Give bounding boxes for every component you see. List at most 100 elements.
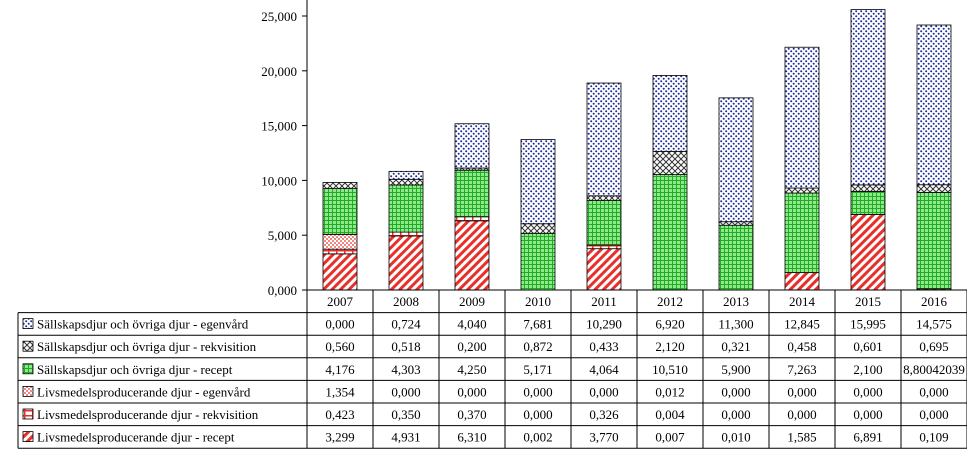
table-cell: 1,354	[325, 384, 355, 399]
bar-segment	[520, 223, 556, 234]
bar-segment	[850, 184, 886, 192]
bar-segment	[322, 188, 358, 235]
bar-segment	[322, 248, 358, 255]
bar-segment	[784, 192, 820, 274]
legend-swatch	[22, 431, 34, 443]
table-cell: 0,004	[655, 407, 685, 422]
table-cell: 0,007	[655, 430, 685, 445]
x-tick-label: 2010	[525, 294, 551, 309]
table-cell: 6,891	[853, 430, 882, 445]
bar-segment	[718, 224, 754, 291]
bar-segment	[322, 253, 358, 291]
bar-segment	[520, 232, 556, 291]
table-cell: 0,695	[919, 339, 948, 354]
table-cell: 6,920	[655, 317, 684, 332]
y-tick-label: 25,000	[261, 9, 297, 24]
table-cell: 8,80042039	[903, 362, 965, 377]
table-cell: 0,000	[589, 384, 618, 399]
x-tick-label: 2013	[723, 294, 749, 309]
x-tick-label: 2012	[657, 294, 683, 309]
table-cell: 15,995	[850, 317, 886, 332]
bar-segment	[388, 170, 424, 180]
table-cell: 0,321	[721, 339, 750, 354]
table-cell: 0,724	[391, 317, 421, 332]
table-cell: 10,290	[586, 317, 622, 332]
table-cell: 7,263	[787, 362, 816, 377]
table-cell: 0,000	[721, 384, 750, 399]
y-tick-label: 5,000	[268, 228, 297, 243]
table-cell: 0,000	[787, 384, 816, 399]
table-cell: 0,518	[391, 339, 420, 354]
bar-segment	[652, 75, 688, 152]
bar-segment	[388, 231, 424, 237]
legend-swatch	[22, 385, 34, 397]
bar-segment	[916, 191, 952, 290]
table-cell: 0,000	[457, 384, 486, 399]
table-cell: 2,120	[655, 339, 684, 354]
table-cell: 1,585	[787, 430, 816, 445]
bar-segment	[586, 248, 622, 291]
table-cell: 14,575	[916, 317, 952, 332]
data-table: 2007 2008 2009 2010 2011 2012 2013 2014 2015 2016…	[17, 289, 967, 449]
bar-segment	[652, 150, 688, 175]
table-cell: 2,100	[853, 362, 882, 377]
table-cell: 4,040	[457, 317, 486, 332]
legend-swatch	[22, 363, 34, 375]
bar-segment	[916, 24, 952, 186]
table-cell: 10,510	[652, 362, 688, 377]
bar-segment	[850, 214, 886, 291]
bar-segment	[586, 200, 622, 246]
table-cell: 0,326	[589, 407, 619, 422]
bar-segment	[718, 97, 754, 223]
bar-segment	[784, 272, 820, 291]
table-cell: 0,000	[721, 407, 750, 422]
table-cell: 0,000	[523, 407, 552, 422]
table-cell: 4,064	[589, 362, 619, 377]
bar-segment	[454, 123, 490, 169]
table-cell: 6,310	[457, 430, 486, 445]
table-cell: 0,000	[523, 384, 552, 399]
table-cell: 0,000	[853, 384, 882, 399]
bar-segment	[718, 221, 754, 226]
table-cell: 4,931	[391, 430, 420, 445]
table-cell: 0,560	[325, 339, 354, 354]
table-cell: 0,000	[919, 384, 948, 399]
legend-label: Sällskapsdjur och övriga djur - egenvård	[37, 317, 249, 332]
y-tick-label: 0,000	[268, 283, 297, 298]
bar-segment	[322, 182, 358, 189]
table-cell: 0,000	[391, 384, 420, 399]
bar-segment	[784, 46, 820, 189]
table-cell: 0,423	[325, 407, 354, 422]
table-cell: 0,002	[523, 430, 552, 445]
bar-segment	[586, 195, 622, 201]
x-tick-label: 2015	[855, 294, 881, 309]
bars	[322, 9, 952, 291]
table-cell: 4,250	[457, 362, 486, 377]
bar-segment	[784, 187, 820, 194]
legend-swatch	[22, 340, 34, 352]
bar-segment	[586, 82, 622, 197]
bar-segment	[388, 184, 424, 233]
table-cell: 7,681	[523, 317, 552, 332]
legend-label: Livsmedelsproducerande djur - egenvård	[37, 384, 251, 399]
legend-label: Livsmedelsproducerande djur - recept	[37, 430, 235, 445]
bar-segment	[454, 169, 490, 218]
table-cell: 0,010	[721, 430, 750, 445]
table-cell: 0,433	[589, 339, 618, 354]
bar-segment	[388, 178, 424, 186]
y-tick-label: 10,000	[261, 173, 297, 188]
table-cell: 4,303	[391, 362, 420, 377]
y-axis: 0,000 5,000 10,000 15,000 20,000 25,000	[261, 0, 308, 298]
table-cell: 0,000	[325, 317, 354, 332]
bar-segment	[850, 191, 886, 215]
table-cell: 0,458	[787, 339, 816, 354]
y-tick-label: 20,000	[261, 64, 297, 79]
table-cell: 0,012	[655, 384, 684, 399]
x-tick-label: 2008	[393, 294, 419, 309]
legend-label: Sällskapsdjur och övriga djur - rekvisit…	[37, 339, 257, 354]
table-cell: 0,601	[853, 339, 882, 354]
table-cell: 0,350	[391, 407, 420, 422]
bar-segment	[916, 184, 952, 193]
legend-label: Sällskapsdjur och övriga djur - recept	[37, 362, 233, 377]
